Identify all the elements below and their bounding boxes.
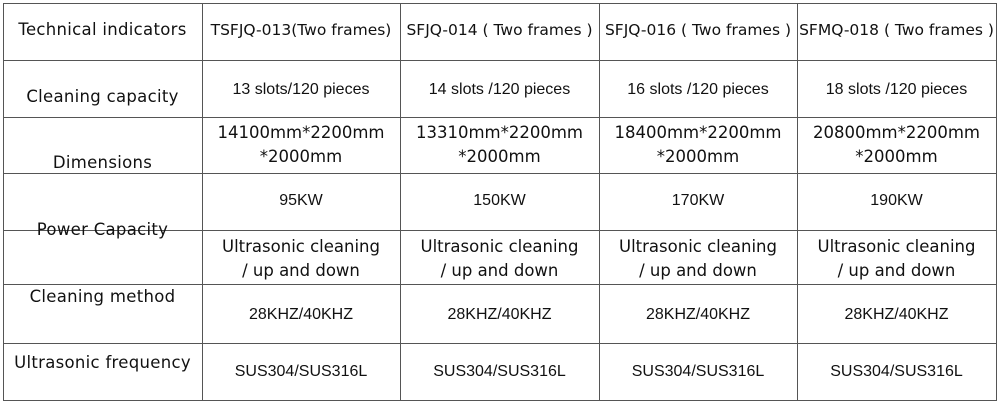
cell-dimensions-line1: 18400mm*2200mm xyxy=(614,123,782,142)
cell-dimensions-line1: 14100mm*2200mm xyxy=(217,123,385,142)
cell-dimensions-line2: *2000mm xyxy=(656,147,740,166)
cell-frequency: 28KHZ/40KHZ xyxy=(248,306,354,323)
cell-material: SUS304/SUS316L xyxy=(234,363,368,380)
grid-line xyxy=(3,173,997,174)
cell-material: SUS304/SUS316L xyxy=(433,363,566,380)
cell-frequency: 28KHZ/40KHZ xyxy=(447,306,552,323)
cell-method-line2: / up and down xyxy=(242,261,360,280)
grid-line xyxy=(996,3,997,400)
label-ultrasonic-frequency: Ultrasonic frequency xyxy=(14,353,191,372)
cell-dimensions-line2: *2000mm xyxy=(259,147,343,166)
cell-method-line2: / up and down xyxy=(440,261,559,280)
cell-dimensions-line1: 13310mm*2200mm xyxy=(415,123,584,142)
header-technical-indicators: Technical indicators xyxy=(18,20,187,39)
label-cleaning-capacity: Cleaning capacity xyxy=(26,87,179,106)
cell-dimensions-line1: 20800mm*2200mm xyxy=(812,123,981,142)
label-cleaning-method: Cleaning method xyxy=(29,287,176,306)
cell-frequency: 28KHZ/40KHZ xyxy=(645,306,751,323)
cell-cleaning-capacity: 14 slots /120 pieces xyxy=(428,81,571,98)
cell-power: 190KW xyxy=(870,192,923,209)
grid-line xyxy=(3,117,997,118)
cell-method-line1: Ultrasonic cleaning xyxy=(817,237,976,256)
cell-dimensions-line2: *2000mm xyxy=(855,147,938,166)
cell-cleaning-capacity: 16 slots /120 pieces xyxy=(627,81,769,98)
label-dimensions: Dimensions xyxy=(52,153,153,172)
cell-power: 170KW xyxy=(671,192,725,209)
cell-dimensions-line2: *2000mm xyxy=(458,147,541,166)
cell-material: SUS304/SUS316L xyxy=(631,363,765,380)
model-header: SFJQ-016 ( Two frames ) xyxy=(604,21,792,39)
cell-power: 95KW xyxy=(279,192,323,209)
grid-line xyxy=(3,230,997,231)
model-header: TSFJQ-013(Two frames) xyxy=(210,21,392,39)
cell-cleaning-capacity: 18 slots /120 pieces xyxy=(825,81,968,98)
model-header: SFJQ-014 ( Two frames ) xyxy=(406,21,593,39)
grid-line xyxy=(202,3,203,400)
grid-line xyxy=(3,3,997,4)
cell-method-line2: / up and down xyxy=(639,261,757,280)
grid-line xyxy=(3,400,997,401)
grid-line xyxy=(3,60,997,61)
grid-line xyxy=(3,343,997,344)
cell-method-line2: / up and down xyxy=(837,261,956,280)
cell-cleaning-capacity: 13 slots/120 pieces xyxy=(232,81,370,98)
cell-method-line1: Ultrasonic cleaning xyxy=(420,237,579,256)
grid-line xyxy=(400,3,401,400)
cell-material: SUS304/SUS316L xyxy=(830,363,963,380)
grid-line xyxy=(599,3,600,400)
model-header: SFMQ-018 ( Two frames ) xyxy=(799,21,994,39)
cell-frequency: 28KHZ/40KHZ xyxy=(844,306,949,323)
grid-line xyxy=(3,3,4,400)
grid-line xyxy=(797,3,798,400)
grid-line xyxy=(3,284,997,285)
cell-method-line1: Ultrasonic cleaning xyxy=(222,237,380,256)
label-power-capacity: Power Capacity xyxy=(36,220,169,239)
cell-power: 150KW xyxy=(473,192,526,209)
cell-method-line1: Ultrasonic cleaning xyxy=(619,237,777,256)
